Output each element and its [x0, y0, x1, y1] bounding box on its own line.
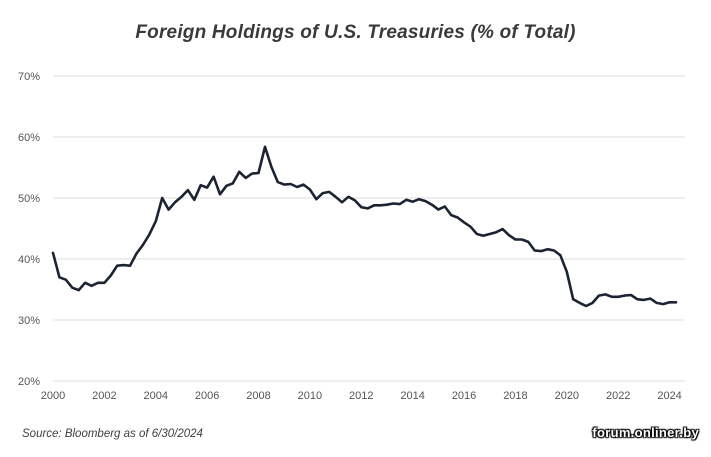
x-tick-label: 2014	[400, 390, 424, 402]
x-tick-label: 2006	[195, 390, 219, 402]
watermark: forum.onliner.by	[592, 425, 699, 440]
x-tick-label: 2022	[606, 390, 630, 402]
source-note: Source: Bloomberg as of 6/30/2024	[22, 428, 203, 440]
x-tick-label: 2018	[503, 390, 527, 402]
y-tick-label: 70%	[18, 71, 40, 83]
y-tick-label: 60%	[18, 132, 40, 144]
series-layer	[51, 145, 678, 308]
chart-title: Foreign Holdings of U.S. Treasuries (% o…	[135, 22, 576, 43]
x-tick-label: 2010	[298, 390, 322, 402]
y-tick-label: 30%	[18, 315, 40, 327]
x-tick-label: 2002	[92, 390, 116, 402]
y-axis-tick-labels: 20% 30% 40% 50% 60% 70%	[18, 71, 40, 388]
gridlines	[53, 75, 685, 382]
x-tick-label: 2008	[246, 390, 270, 402]
x-tick-label: 2016	[452, 390, 476, 402]
x-tick-label: 2004	[144, 390, 168, 402]
y-tick-label: 50%	[18, 193, 40, 205]
series-line	[51, 145, 678, 308]
x-tick-label: 2024	[657, 390, 681, 402]
y-tick-label: 20%	[18, 376, 40, 388]
y-tick-label: 40%	[18, 254, 40, 266]
x-tick-label: 2000	[41, 390, 65, 402]
x-axis-tick-labels: 2000 2002 2004 2006 2008 2010 2012 2014 2016 2018…	[41, 390, 682, 402]
x-tick-label: 2012	[349, 390, 373, 402]
x-tick-label: 2020	[555, 390, 579, 402]
